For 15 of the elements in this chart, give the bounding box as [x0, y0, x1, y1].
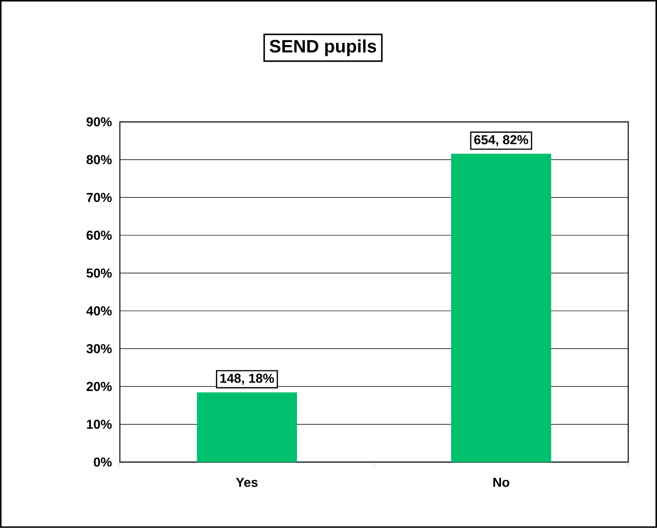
y-tick-label: 60% — [86, 230, 112, 240]
chart-title: SEND pupils — [270, 39, 376, 56]
y-tick-label: 90% — [86, 117, 112, 126]
y-tick-label: 80% — [86, 155, 112, 164]
x-tick-label: No — [493, 478, 510, 487]
y-tick-label: 20% — [86, 382, 112, 392]
y-tick-label: 10% — [86, 420, 112, 429]
y-tick-label: 70% — [86, 192, 112, 202]
y-tick-label: 50% — [86, 268, 112, 278]
x-tick-label: Yes — [236, 478, 258, 487]
data-label: 148, 18% — [220, 374, 274, 385]
data-label: 654, 82% — [474, 135, 528, 146]
y-tick-label: 0% — [94, 458, 112, 467]
y-tick-label: 30% — [86, 344, 112, 354]
y-tick-label: 40% — [86, 306, 112, 316]
